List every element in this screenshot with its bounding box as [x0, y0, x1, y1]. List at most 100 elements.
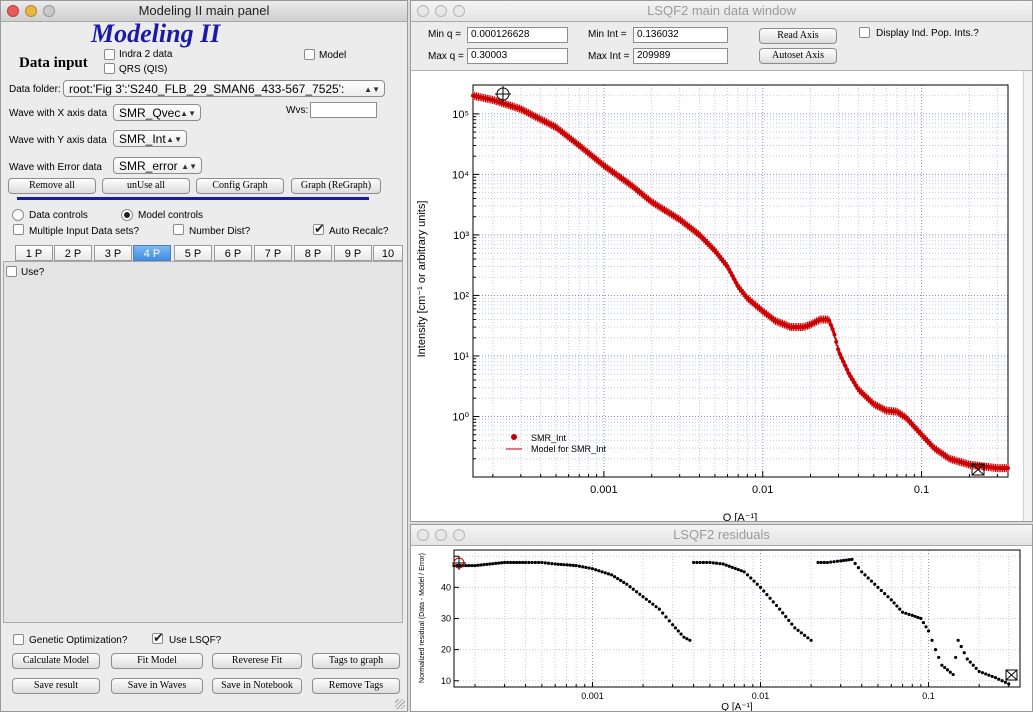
auto-recalc-checkbox[interactable] [313, 221, 325, 237]
zoom-window-button[interactable] [453, 529, 465, 541]
residual-point [873, 582, 877, 586]
indra-checkbox[interactable] [104, 49, 115, 60]
qrs-checkbox[interactable] [104, 63, 115, 74]
display-ind-checkbox[interactable] [859, 27, 870, 38]
tab-7p[interactable]: 7 P [254, 245, 292, 261]
residual-point [546, 561, 551, 565]
zoom-window-button[interactable] [43, 5, 55, 17]
residual-point [577, 564, 582, 568]
model-checkbox[interactable] [304, 49, 315, 60]
save-result-button[interactable]: Save result [12, 678, 100, 694]
config-graph-button[interactable]: Config Graph [196, 178, 284, 194]
tab-8p[interactable]: 8 P [294, 245, 332, 261]
close-window-button[interactable] [7, 5, 19, 17]
x-wave-select[interactable]: SMR_Qvec ▲▼ [113, 104, 201, 121]
data-folder-select[interactable]: root:'Fig 3':'S240_FLB_29_SMAN6_433-567_… [63, 80, 385, 97]
minimize-window-button[interactable] [25, 5, 37, 17]
tab-1p[interactable]: 1 P [15, 245, 53, 261]
tab-5p[interactable]: 5 P [174, 245, 212, 261]
residual-point [571, 563, 575, 567]
residuals-titlebar[interactable]: LSQF2 residuals [411, 525, 1032, 546]
residual-point [685, 637, 689, 641]
residual-point [921, 621, 926, 625]
use-label: Use? [21, 267, 45, 278]
genetic-optimization-checkbox[interactable] [13, 634, 24, 645]
tab-9p[interactable]: 9 P [334, 245, 372, 261]
tab-10p[interactable]: 10 [373, 245, 403, 261]
cursor-b-marker[interactable] [971, 463, 985, 476]
residual-point [839, 559, 843, 563]
close-window-button[interactable] [417, 529, 429, 541]
fit-model-button[interactable]: Fit Model [111, 653, 203, 669]
residual-point [1007, 682, 1011, 686]
residual-point [752, 579, 756, 583]
use-lsqf-checkbox[interactable] [152, 630, 164, 646]
calculate-model-button[interactable]: Calculate Model [12, 653, 100, 669]
tags-to-graph-button[interactable]: Tags to graph [312, 653, 400, 669]
residual-point [479, 563, 483, 567]
residuals-chart[interactable]: 0.001 0.01 0.1 10 20 30 40 Normalized residual… [411, 546, 1033, 712]
data-controls-radio[interactable] [12, 209, 24, 221]
save-in-notebook-button[interactable]: Save in Notebook [212, 678, 302, 694]
max-q-input[interactable]: 0.30003 [467, 48, 568, 64]
scrollbar-track[interactable] [1023, 71, 1032, 521]
reverse-fit-button[interactable]: Reverese Fit [212, 653, 302, 669]
chart-legend: SMR_Int Model for SMR_Int [506, 433, 607, 454]
wvs-input[interactable] [310, 102, 377, 118]
residual-point [781, 611, 785, 615]
y-wave-select[interactable]: SMR_Int ▲▼ [113, 130, 187, 147]
cursor-a-marker[interactable] [452, 556, 466, 570]
remove-all-button[interactable]: Remove all [8, 178, 96, 194]
x-tick-label: 0.001 [590, 484, 618, 496]
residual-point [679, 632, 683, 636]
use-checkbox[interactable] [6, 266, 17, 277]
residual-point [733, 566, 737, 571]
unuse-all-button[interactable]: unUse all [102, 178, 190, 194]
indra-label: Indra 2 data [119, 49, 173, 60]
max-int-input[interactable]: 209989 [633, 48, 728, 64]
chart-grid [454, 550, 1020, 687]
multiple-input-checkbox[interactable] [13, 224, 24, 235]
residual-point [540, 560, 544, 565]
residual-point [641, 595, 645, 599]
cursor-b-marker[interactable] [1005, 669, 1018, 681]
y-tick-label: 10 [441, 676, 451, 686]
tab-3p[interactable]: 3 P [94, 245, 132, 261]
y-axis-label: Intensity [cm⁻¹ or arbitrary units] [416, 201, 428, 358]
residual-point [736, 567, 740, 572]
tab-6p[interactable]: 6 P [214, 245, 252, 261]
close-window-button[interactable] [417, 5, 429, 17]
model-controls-radio[interactable] [121, 209, 133, 221]
residual-point [455, 563, 459, 568]
minimize-window-button[interactable] [435, 5, 447, 17]
resize-grip-icon[interactable] [395, 699, 405, 709]
minimize-window-button[interactable] [435, 529, 447, 541]
residual-point [625, 582, 629, 586]
min-q-input[interactable]: 0.000126628 [467, 27, 568, 43]
main-data-titlebar[interactable]: LSQF2 main data window [411, 1, 1032, 22]
residual-point [631, 587, 635, 591]
error-wave-select[interactable]: SMR_error ▲▼ [113, 157, 202, 174]
cursor-a-marker[interactable] [495, 86, 511, 102]
tab-2p[interactable]: 2 P [54, 245, 92, 261]
min-int-input[interactable]: 0.136032 [633, 27, 728, 43]
autoset-axis-button[interactable]: Autoset Axis [759, 48, 837, 64]
panel-titlebar[interactable]: Modeling II main panel [1, 1, 407, 22]
residual-point [671, 623, 675, 627]
tab-4p[interactable]: 4 P [133, 245, 171, 261]
save-in-waves-button[interactable]: Save in Waves [111, 678, 203, 694]
genetic-optimization-label: Genetic Optimization? [29, 635, 128, 646]
y-wave-label: Wave with Y axis data [9, 135, 107, 146]
number-dist-checkbox[interactable] [173, 224, 184, 235]
graph-regraph-button[interactable]: Graph (ReGraph) [291, 178, 381, 194]
intensity-chart[interactable]: 0.001 0.01 0.1 10⁰ 10¹ 10² 10³ 10⁴ 10⁵ Intensity… [411, 71, 1033, 522]
read-axis-button[interactable]: Read Axis [759, 28, 837, 44]
residual-point [919, 616, 923, 621]
residual-point [553, 562, 557, 566]
residual-point [565, 563, 569, 567]
zoom-window-button[interactable] [453, 5, 465, 17]
residual-point [835, 559, 839, 563]
residual-point [1003, 680, 1008, 684]
residual-point [562, 563, 566, 567]
remove-tags-button[interactable]: Remove Tags [312, 678, 400, 694]
